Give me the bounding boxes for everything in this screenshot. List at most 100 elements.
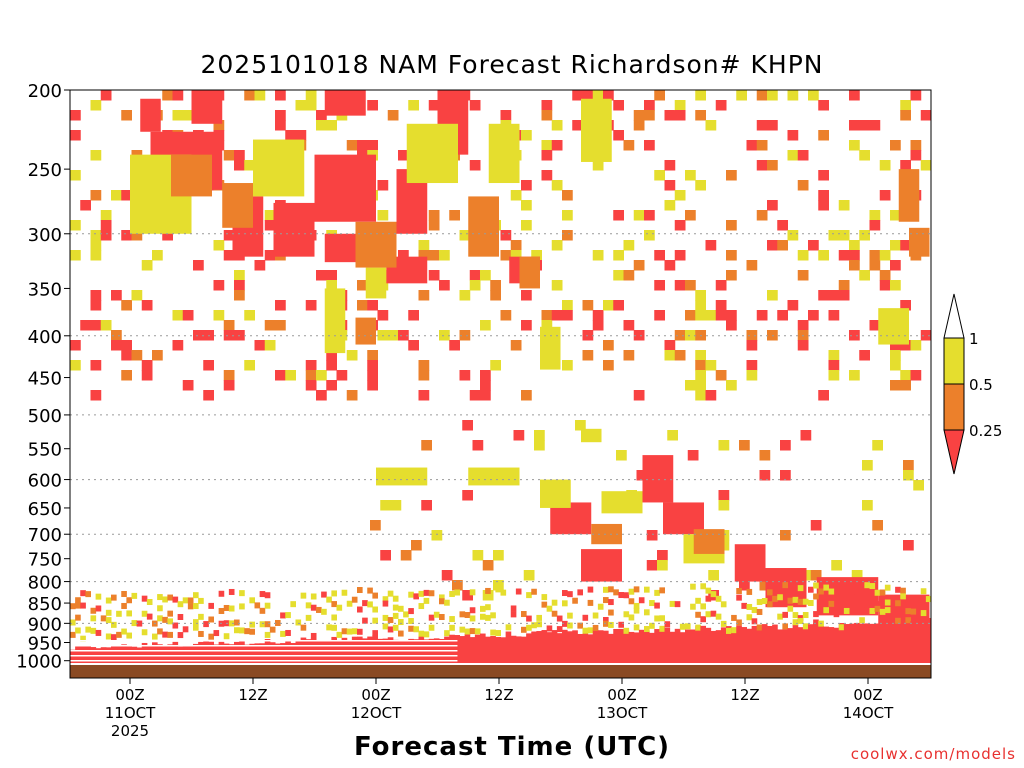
surface-layer-cell	[521, 636, 527, 665]
field-cell	[633, 210, 645, 221]
field-cell	[674, 330, 686, 341]
low-level-cell	[321, 608, 327, 615]
field-cell	[357, 280, 368, 291]
plot-area	[70, 90, 932, 678]
field-cell	[439, 250, 450, 261]
low-level-cell	[705, 595, 712, 602]
field-cell	[920, 110, 932, 121]
surface-layer-cell	[480, 633, 486, 665]
low-level-cell	[910, 608, 917, 615]
field-cell	[80, 320, 91, 331]
low-level-cell	[782, 582, 788, 589]
field-cell	[708, 570, 719, 581]
surface-layer-cell	[746, 628, 753, 665]
field-cell	[780, 440, 791, 451]
low-level-cell	[264, 602, 271, 609]
source-credit[interactable]: coolwx.com/models	[850, 745, 1016, 763]
field-cell	[162, 90, 173, 101]
low-level-cell	[131, 620, 138, 627]
low-level-cell	[526, 615, 532, 622]
field-cell	[193, 260, 204, 271]
field-cell	[777, 220, 788, 231]
low-level-cell	[126, 597, 132, 604]
field-cell	[879, 250, 891, 261]
field-cell	[623, 270, 635, 281]
field-cell	[715, 280, 727, 291]
low-level-cell	[633, 602, 640, 609]
surface-layer-cell	[316, 640, 322, 665]
field-cell	[746, 330, 758, 341]
low-level-cell	[372, 617, 378, 624]
field-cell	[80, 200, 91, 211]
low-level-cell	[828, 600, 835, 607]
chart-title: 2025101018 NAM Forecast Richardson# KHPN	[200, 50, 824, 79]
field-cell	[400, 550, 412, 561]
field-cell	[890, 280, 901, 291]
field-cell	[623, 240, 635, 251]
low-level-cell	[874, 601, 881, 608]
field-cell	[551, 240, 563, 251]
field-cell	[623, 140, 635, 151]
surface-layer-cell	[577, 633, 583, 665]
low-level-cell	[608, 621, 614, 628]
low-level-cell	[884, 584, 891, 591]
field-cell	[513, 430, 525, 441]
surface-layer-cell	[715, 630, 722, 665]
field-cell	[244, 160, 255, 171]
low-level-cell	[592, 624, 599, 631]
surface-layer-cell	[403, 640, 409, 665]
low-level-cell	[562, 600, 568, 607]
field-cell	[633, 260, 645, 271]
surface-layer-cell	[726, 626, 732, 665]
low-level-cell	[808, 599, 814, 606]
x-tick-label: 13OCT	[597, 704, 648, 722]
surface-layer-cell	[910, 620, 917, 665]
field-cell	[920, 330, 932, 341]
field-cell	[264, 250, 276, 261]
surface-layer-cell	[433, 638, 440, 665]
field-cell	[695, 110, 706, 121]
field-cell	[121, 350, 132, 361]
field-cell	[674, 250, 686, 261]
field-cell	[551, 310, 563, 321]
field-cell	[642, 455, 674, 503]
low-level-cell	[234, 619, 240, 626]
low-level-cell	[905, 608, 911, 615]
field-cell	[654, 170, 665, 181]
low-level-cell	[515, 588, 522, 595]
field-cell	[828, 310, 840, 321]
field-cell	[326, 120, 337, 131]
y-tick-label: 650	[28, 499, 62, 520]
field-cell	[285, 370, 296, 381]
field-cell	[759, 580, 771, 591]
low-level-cell	[623, 627, 630, 634]
field-cell	[234, 330, 245, 341]
low-level-cell	[208, 602, 214, 609]
x-tick-label: 2025	[111, 722, 149, 740]
layer-striation	[70, 650, 458, 652]
field-cell	[367, 140, 378, 151]
field-cell	[431, 530, 443, 541]
low-level-cell	[679, 623, 686, 630]
field-cell	[746, 140, 758, 151]
low-level-cell	[720, 620, 727, 627]
field-cell	[693, 529, 725, 554]
field-cell	[849, 330, 860, 341]
field-cell	[920, 160, 932, 171]
field-cell	[121, 300, 132, 311]
low-level-cell	[736, 588, 742, 595]
field-cell	[316, 390, 327, 401]
field-cell	[603, 360, 614, 371]
field-cell	[480, 270, 491, 281]
low-level-cell	[567, 612, 573, 619]
surface-layer-cell	[459, 636, 466, 665]
low-level-cell	[75, 602, 81, 609]
field-cell	[121, 340, 132, 351]
low-level-cell	[362, 617, 368, 624]
low-level-cell	[198, 613, 204, 620]
low-level-cell	[208, 633, 214, 640]
low-level-cell	[346, 600, 353, 607]
low-level-cell	[823, 607, 829, 614]
field-cell	[534, 440, 545, 451]
field-cell	[838, 290, 850, 301]
